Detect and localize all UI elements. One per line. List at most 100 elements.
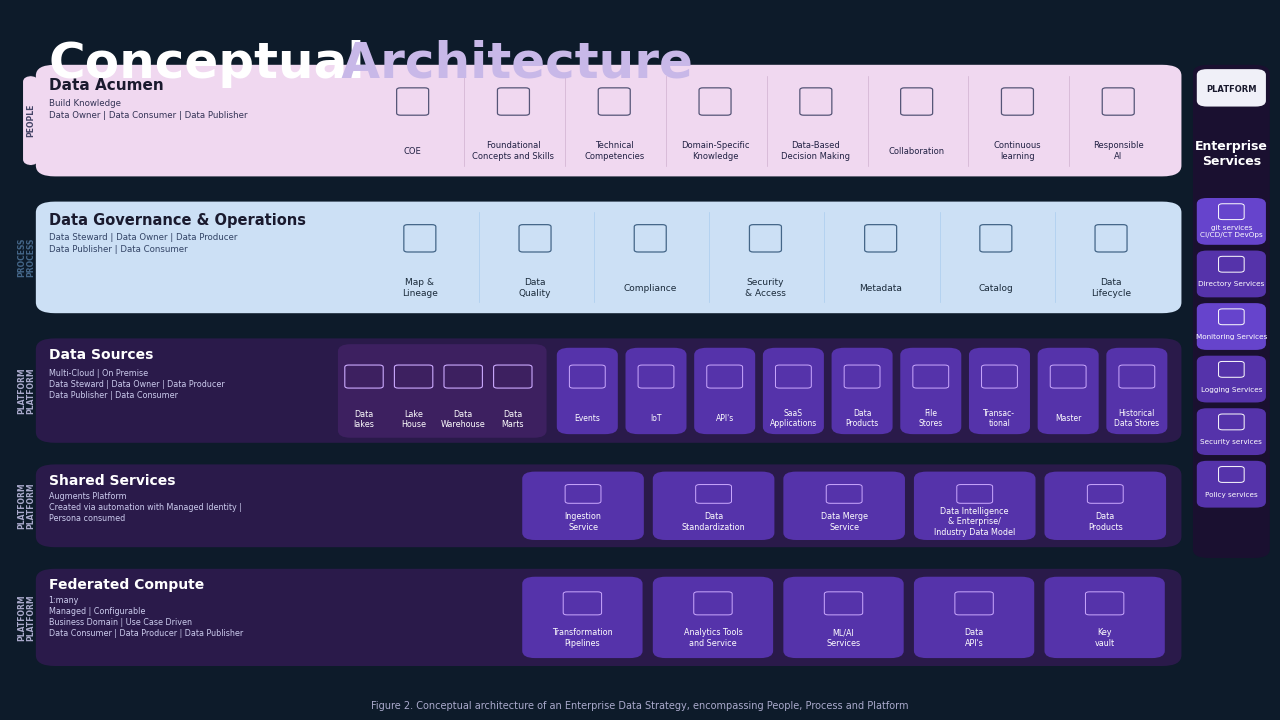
FancyBboxPatch shape xyxy=(969,348,1030,434)
Text: Policy services: Policy services xyxy=(1204,492,1258,498)
Text: Master: Master xyxy=(1055,414,1082,423)
FancyBboxPatch shape xyxy=(23,76,38,166)
Text: Directory Services: Directory Services xyxy=(1198,282,1265,287)
FancyBboxPatch shape xyxy=(1197,408,1266,455)
Text: Lake
House: Lake House xyxy=(401,410,426,429)
FancyBboxPatch shape xyxy=(694,348,755,434)
Text: Architecture: Architecture xyxy=(324,40,692,88)
Text: IoT: IoT xyxy=(650,414,662,423)
Text: PLATFORM: PLATFORM xyxy=(1206,85,1257,94)
FancyBboxPatch shape xyxy=(522,577,643,658)
FancyBboxPatch shape xyxy=(1197,251,1266,297)
FancyBboxPatch shape xyxy=(36,464,1181,547)
Text: Catalog: Catalog xyxy=(978,284,1014,292)
Text: PLATFORM: PLATFORM xyxy=(26,594,36,641)
FancyBboxPatch shape xyxy=(653,472,774,540)
Text: Domain-Specific
Knowledge: Domain-Specific Knowledge xyxy=(681,142,749,161)
Text: Continuous
learning: Continuous learning xyxy=(993,142,1041,161)
Text: Data
Products: Data Products xyxy=(846,409,878,428)
Text: Data Intelligence
& Enterprise/
Industry Data Model: Data Intelligence & Enterprise/ Industry… xyxy=(934,507,1015,537)
FancyBboxPatch shape xyxy=(900,348,961,434)
Text: PROCESS: PROCESS xyxy=(26,238,36,277)
FancyBboxPatch shape xyxy=(832,348,892,434)
Text: Data Governance & Operations: Data Governance & Operations xyxy=(49,213,306,228)
Text: Transformation
Pipelines: Transformation Pipelines xyxy=(552,629,613,647)
Text: SaaS
Applications: SaaS Applications xyxy=(769,409,817,428)
Text: Collaboration: Collaboration xyxy=(888,147,945,156)
Text: Historical
Data Stores: Historical Data Stores xyxy=(1115,409,1160,428)
FancyBboxPatch shape xyxy=(36,569,1181,666)
FancyBboxPatch shape xyxy=(1106,348,1167,434)
Text: Foundational
Concepts and Skills: Foundational Concepts and Skills xyxy=(472,142,554,161)
Text: Data Merge
Service: Data Merge Service xyxy=(820,513,868,531)
Text: PLATFORM: PLATFORM xyxy=(26,482,36,529)
Text: PROCESS: PROCESS xyxy=(17,238,27,277)
FancyBboxPatch shape xyxy=(1197,356,1266,402)
FancyBboxPatch shape xyxy=(36,202,1181,313)
Text: Data Acumen: Data Acumen xyxy=(49,78,164,93)
Text: Data
Quality: Data Quality xyxy=(518,279,552,297)
Text: Monitoring Services: Monitoring Services xyxy=(1196,334,1267,340)
Text: Compliance: Compliance xyxy=(623,284,677,292)
Text: Map &
Lineage: Map & Lineage xyxy=(402,279,438,297)
Text: Ingestion
Service: Ingestion Service xyxy=(564,513,602,531)
FancyBboxPatch shape xyxy=(557,348,618,434)
Text: Logging Services: Logging Services xyxy=(1201,387,1262,392)
Text: Data Steward | Data Owner | Data Producer
Data Publisher | Data Consumer: Data Steward | Data Owner | Data Produce… xyxy=(49,233,237,254)
Text: Data
Marts: Data Marts xyxy=(502,410,524,429)
Text: PLATFORM: PLATFORM xyxy=(17,367,27,414)
Text: Responsible
AI: Responsible AI xyxy=(1093,142,1143,161)
Text: Build Knowledge
Data Owner | Data Consumer | Data Publisher: Build Knowledge Data Owner | Data Consum… xyxy=(49,99,247,120)
FancyBboxPatch shape xyxy=(522,472,644,540)
FancyBboxPatch shape xyxy=(626,348,686,434)
Text: PLATFORM: PLATFORM xyxy=(17,482,27,529)
Text: Data
API's: Data API's xyxy=(964,629,984,647)
Text: API's: API's xyxy=(716,414,733,423)
FancyBboxPatch shape xyxy=(338,344,547,438)
FancyBboxPatch shape xyxy=(1193,65,1270,558)
FancyBboxPatch shape xyxy=(1044,472,1166,540)
Text: Shared Services: Shared Services xyxy=(49,474,175,487)
Text: Data
lakes: Data lakes xyxy=(353,410,375,429)
Text: Data-Based
Decision Making: Data-Based Decision Making xyxy=(781,142,850,161)
Text: Augments Platform
Created via automation with Managed Identity |
Persona consume: Augments Platform Created via automation… xyxy=(49,492,242,523)
Text: PLATFORM: PLATFORM xyxy=(26,367,36,414)
Text: Data
Lifecycle: Data Lifecycle xyxy=(1091,279,1132,297)
Text: File
Stores: File Stores xyxy=(919,409,943,428)
FancyBboxPatch shape xyxy=(914,472,1036,540)
Text: Conceptual: Conceptual xyxy=(49,40,365,88)
FancyBboxPatch shape xyxy=(763,348,824,434)
Text: Metadata: Metadata xyxy=(859,284,902,292)
FancyBboxPatch shape xyxy=(653,577,773,658)
FancyBboxPatch shape xyxy=(1197,303,1266,350)
Text: 1:many
Managed | Configurable
Business Domain | Use Case Driven
Data Consumer | : 1:many Managed | Configurable Business D… xyxy=(49,596,243,639)
Text: Events: Events xyxy=(575,414,600,423)
Text: Figure 2. Conceptual architecture of an Enterprise Data Strategy, encompassing P: Figure 2. Conceptual architecture of an … xyxy=(371,701,909,711)
Text: PEOPLE: PEOPLE xyxy=(26,104,36,138)
FancyBboxPatch shape xyxy=(1197,198,1266,245)
Text: Enterprise
Services: Enterprise Services xyxy=(1196,140,1267,168)
Text: Security services: Security services xyxy=(1201,439,1262,445)
Text: Data
Products: Data Products xyxy=(1088,513,1123,531)
FancyBboxPatch shape xyxy=(36,65,1181,176)
Text: Transac-
tional: Transac- tional xyxy=(983,409,1015,428)
Text: git services
CI/CD/CT DevOps: git services CI/CD/CT DevOps xyxy=(1199,225,1263,238)
FancyBboxPatch shape xyxy=(1044,577,1165,658)
FancyBboxPatch shape xyxy=(1038,348,1098,434)
Text: Data Sources: Data Sources xyxy=(49,348,154,362)
Text: PLATFORM: PLATFORM xyxy=(17,594,27,641)
FancyBboxPatch shape xyxy=(914,577,1034,658)
Text: COE: COE xyxy=(403,147,421,156)
FancyBboxPatch shape xyxy=(1197,461,1266,508)
Text: Key
vault: Key vault xyxy=(1094,629,1115,647)
Text: Technical
Competencies: Technical Competencies xyxy=(584,142,644,161)
FancyBboxPatch shape xyxy=(1197,69,1266,107)
FancyBboxPatch shape xyxy=(36,338,1181,443)
Text: Data
Warehouse: Data Warehouse xyxy=(440,410,485,429)
Text: Federated Compute: Federated Compute xyxy=(49,578,204,592)
Text: Multi-Cloud | On Premise
Data Steward | Data Owner | Data Producer
Data Publishe: Multi-Cloud | On Premise Data Steward | … xyxy=(49,369,224,400)
FancyBboxPatch shape xyxy=(783,472,905,540)
FancyBboxPatch shape xyxy=(783,577,904,658)
Text: Data
Standardization: Data Standardization xyxy=(682,513,745,531)
Text: Analytics Tools
and Service: Analytics Tools and Service xyxy=(684,629,742,647)
